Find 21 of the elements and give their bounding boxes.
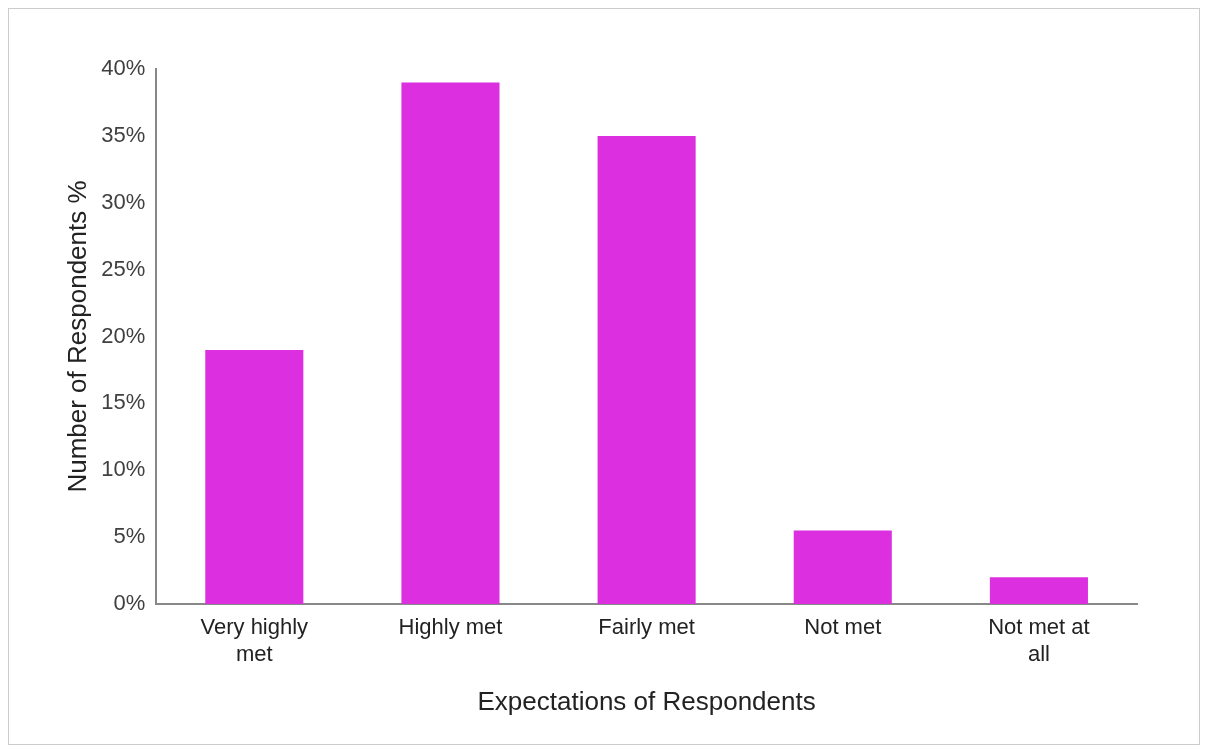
bar bbox=[793, 530, 892, 604]
x-axis-title: Expectations of Respondents bbox=[477, 685, 816, 716]
bar bbox=[401, 82, 500, 604]
y-tick-label: 5% bbox=[113, 523, 146, 549]
y-tick-label: 0% bbox=[113, 590, 146, 616]
y-tick-label: 25% bbox=[101, 255, 146, 281]
y-tick-label: 15% bbox=[101, 389, 146, 415]
x-tick-label: Not met bbox=[804, 614, 882, 640]
bar bbox=[597, 135, 696, 604]
bar bbox=[989, 577, 1088, 604]
x-tick-label: Highly met bbox=[398, 614, 503, 640]
y-tick-label: 40% bbox=[101, 55, 146, 81]
y-tick-label: 30% bbox=[101, 188, 146, 214]
x-tick-label: Not met at all bbox=[988, 614, 1090, 666]
y-tick-label: 20% bbox=[101, 322, 146, 348]
y-tick-label: 10% bbox=[101, 456, 146, 482]
bar bbox=[205, 349, 304, 604]
y-tick-label: 35% bbox=[101, 121, 146, 147]
y-axis-title: Number of Respondents % bbox=[61, 180, 92, 493]
x-tick-label: Very highly met bbox=[200, 614, 309, 666]
x-tick-label: Fairly met bbox=[598, 614, 695, 640]
